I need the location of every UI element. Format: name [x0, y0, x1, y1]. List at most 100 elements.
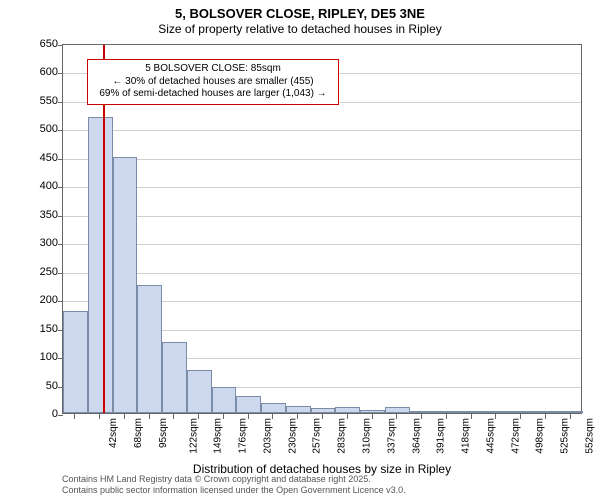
x-tick-mark: [198, 414, 199, 419]
x-tick-mark: [248, 414, 249, 419]
x-tick-label: 552sqm: [584, 418, 595, 454]
y-tick-mark: [58, 102, 63, 103]
y-tick-mark: [58, 301, 63, 302]
gridline: [63, 244, 581, 245]
histogram-bar: [410, 411, 435, 413]
x-tick-mark: [446, 414, 447, 419]
x-tick-mark: [545, 414, 546, 419]
histogram-bar: [558, 411, 583, 413]
y-tick-label: 550: [18, 95, 58, 107]
y-tick-label: 400: [18, 180, 58, 192]
x-tick-mark: [347, 414, 348, 419]
x-tick-label: 525sqm: [560, 418, 571, 454]
chart-title-main: 5, BOLSOVER CLOSE, RIPLEY, DE5 3NE: [0, 6, 600, 21]
y-tick-label: 100: [18, 351, 58, 363]
gridline: [63, 130, 581, 131]
histogram-bar: [187, 370, 212, 413]
histogram-bar: [509, 411, 534, 413]
histogram-bar: [360, 410, 385, 413]
x-tick-mark: [396, 414, 397, 419]
x-tick-mark: [520, 414, 521, 419]
y-tick-label: 50: [18, 380, 58, 392]
histogram-bar: [212, 387, 237, 413]
x-tick-label: 95sqm: [158, 418, 169, 448]
y-tick-label: 150: [18, 323, 58, 335]
x-tick-label: 364sqm: [411, 418, 422, 454]
x-tick-label: 68sqm: [133, 418, 144, 448]
x-tick-label: 176sqm: [238, 418, 249, 454]
x-tick-mark: [99, 414, 100, 419]
x-tick-mark: [223, 414, 224, 419]
gridline: [63, 159, 581, 160]
x-tick-mark: [149, 414, 150, 419]
y-tick-label: 200: [18, 294, 58, 306]
x-tick-label: 230sqm: [287, 418, 298, 454]
footer-line-1: Contains HM Land Registry data © Crown c…: [62, 474, 406, 485]
chart-title-sub: Size of property relative to detached ho…: [0, 22, 600, 36]
x-tick-mark: [495, 414, 496, 419]
y-tick-label: 250: [18, 266, 58, 278]
annotation-line: 69% of semi-detached houses are larger (…: [94, 88, 332, 101]
x-tick-label: 283sqm: [337, 418, 348, 454]
y-tick-label: 450: [18, 152, 58, 164]
y-tick-label: 300: [18, 237, 58, 249]
x-tick-mark: [372, 414, 373, 419]
x-tick-mark: [297, 414, 298, 419]
histogram-bar: [137, 285, 162, 413]
histogram-bar: [261, 403, 286, 413]
y-tick-mark: [58, 273, 63, 274]
x-tick-mark: [421, 414, 422, 419]
annotation-line: 5 BOLSOVER CLOSE: 85sqm: [94, 63, 332, 76]
x-tick-label: 391sqm: [436, 418, 447, 454]
x-tick-label: 42sqm: [108, 418, 119, 448]
histogram-bar: [484, 411, 509, 413]
x-tick-label: 203sqm: [263, 418, 274, 454]
histogram-bar: [434, 411, 459, 413]
x-tick-label: 418sqm: [461, 418, 472, 454]
x-tick-mark: [173, 414, 174, 419]
gridline: [63, 216, 581, 217]
y-tick-mark: [58, 415, 63, 416]
gridline: [63, 273, 581, 274]
plot-area: 5 BOLSOVER CLOSE: 85sqm← 30% of detached…: [62, 44, 582, 414]
histogram-bar: [286, 406, 311, 413]
gridline: [63, 187, 581, 188]
y-tick-mark: [58, 216, 63, 217]
histogram-bar: [335, 407, 360, 413]
histogram-bar: [162, 342, 187, 413]
y-tick-label: 500: [18, 123, 58, 135]
chart-title-block: 5, BOLSOVER CLOSE, RIPLEY, DE5 3NE Size …: [0, 0, 600, 36]
x-tick-mark: [272, 414, 273, 419]
y-tick-label: 600: [18, 66, 58, 78]
x-tick-label: 257sqm: [312, 418, 323, 454]
x-tick-mark: [74, 414, 75, 419]
y-tick-mark: [58, 187, 63, 188]
x-tick-label: 122sqm: [188, 418, 199, 454]
y-tick-mark: [58, 159, 63, 160]
y-tick-mark: [58, 244, 63, 245]
histogram-bar: [459, 411, 484, 413]
y-tick-mark: [58, 130, 63, 131]
histogram-bar: [113, 157, 138, 413]
x-tick-mark: [471, 414, 472, 419]
y-tick-label: 350: [18, 209, 58, 221]
marker-annotation-box: 5 BOLSOVER CLOSE: 85sqm← 30% of detached…: [87, 59, 339, 105]
y-tick-mark: [58, 73, 63, 74]
y-tick-mark: [58, 45, 63, 46]
annotation-line: ← 30% of detached houses are smaller (45…: [94, 76, 332, 89]
chart-container: Number of detached properties 5 BOLSOVER…: [62, 44, 582, 414]
histogram-bar: [533, 411, 558, 413]
x-tick-mark: [570, 414, 571, 419]
histogram-bar: [385, 407, 410, 413]
x-tick-label: 337sqm: [386, 418, 397, 454]
histogram-bar: [88, 117, 113, 413]
histogram-bar: [63, 311, 88, 413]
y-tick-label: 0: [18, 408, 58, 420]
x-tick-label: 498sqm: [535, 418, 546, 454]
histogram-bar: [236, 396, 261, 413]
x-tick-label: 472sqm: [510, 418, 521, 454]
x-tick-mark: [124, 414, 125, 419]
y-tick-label: 650: [18, 38, 58, 50]
x-tick-label: 149sqm: [213, 418, 224, 454]
x-tick-label: 445sqm: [485, 418, 496, 454]
